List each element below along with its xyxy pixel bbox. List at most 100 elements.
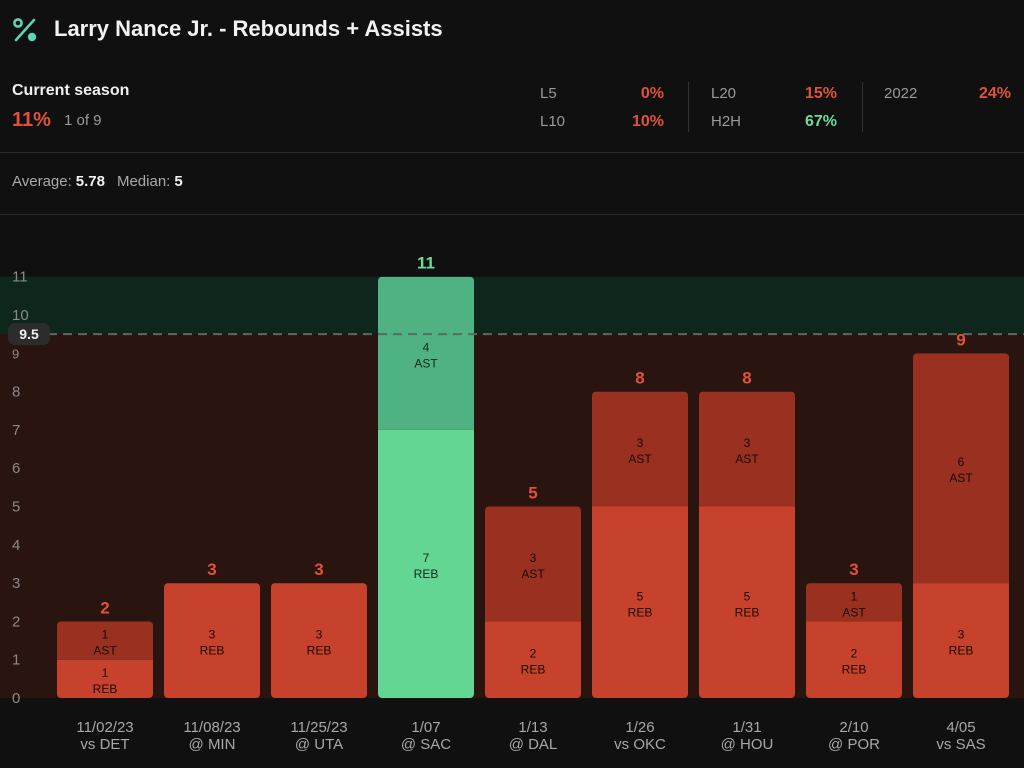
bar-ast-label: AST — [949, 471, 973, 485]
x-tick-opponent: @ UTA — [295, 736, 343, 753]
bar-reb-value: 3 — [958, 628, 965, 642]
over-zone — [0, 276, 1024, 335]
stat-label-l20: L20 — [711, 85, 737, 102]
stat-label-l5: L5 — [540, 85, 557, 102]
bar-ast-value: 3 — [744, 436, 751, 450]
bar-reb-label: REB — [200, 644, 225, 658]
stat-value-h2h: 67% — [804, 113, 837, 130]
average-label: Average: — [12, 173, 72, 190]
bar-reb-label: REB — [414, 567, 439, 581]
divider — [0, 152, 1024, 153]
x-tick-opponent: @ POR — [828, 736, 880, 753]
stat-value-l10: 10% — [631, 113, 664, 130]
bar-total-label: 3 — [314, 560, 323, 579]
bar-ast-segment — [378, 276, 474, 430]
bar-total-label: 8 — [742, 369, 751, 388]
season-hit-count: 1 of 9 — [64, 112, 102, 129]
threshold-badge — [8, 323, 50, 346]
stat-value-2022: 24% — [978, 85, 1011, 102]
bar-total-label: 3 — [849, 560, 858, 579]
y-tick-label: 5 — [12, 499, 20, 516]
bar-total-label: 5 — [528, 484, 537, 503]
y-tick-label: 7 — [12, 422, 20, 439]
divider — [0, 214, 1024, 215]
x-tick-date: 11/08/23 — [183, 719, 240, 736]
bar-ast-value: 6 — [958, 455, 965, 469]
bar-reb-segment — [806, 621, 902, 698]
x-tick-date: 1/13 — [518, 719, 547, 736]
bar-reb-segment — [913, 583, 1009, 698]
bar-reb-segment — [57, 659, 153, 698]
bar-reb-label: REB — [735, 605, 760, 619]
bar-ast-value: 3 — [637, 436, 644, 450]
x-tick-date: 11/25/23 — [290, 719, 347, 736]
x-tick-opponent: @ DAL — [509, 736, 558, 753]
average-median-row: Average: 5.78 Median: 5 — [12, 173, 195, 190]
y-tick-label: 3 — [12, 575, 20, 592]
bar-ast-segment — [806, 583, 902, 622]
y-tick-label: 8 — [12, 384, 20, 401]
bar-ast-label: AST — [93, 644, 117, 658]
x-tick-date: 2/10 — [839, 719, 868, 736]
bar-reb-segment — [164, 583, 260, 698]
bar-total-label: 11 — [417, 254, 435, 273]
bar-ast-label: AST — [735, 452, 759, 466]
season-label: Current season — [12, 82, 130, 99]
bar-reb-label: REB — [521, 663, 546, 677]
bar-ast-label: AST — [414, 356, 438, 370]
y-tick-label: 10 — [12, 307, 29, 324]
x-tick-opponent: @ SAC — [401, 736, 451, 753]
bar-ast-segment — [592, 391, 688, 507]
bar-ast-label: AST — [521, 567, 545, 581]
bar-reb-value: 5 — [744, 589, 751, 603]
bar-reb-label: REB — [628, 605, 653, 619]
y-tick-label: 11 — [12, 269, 28, 286]
bar-reb-segment — [592, 506, 688, 698]
threshold-value: 9.5 — [19, 326, 39, 342]
bar-reb-segment — [378, 429, 474, 698]
stat-value-l5: 0% — [640, 85, 664, 102]
x-tick-opponent: @ HOU — [721, 736, 774, 753]
y-tick-label: 4 — [12, 537, 20, 554]
header: Larry Nance Jr. - Rebounds + Assists — [0, 0, 1024, 62]
median-label: Median: — [116, 173, 171, 190]
bar-reb-value: 3 — [316, 628, 323, 642]
bar-ast-segment — [57, 621, 153, 660]
page-title: Larry Nance Jr. - Rebounds + Assists — [54, 16, 443, 41]
bar-reb-value: 2 — [851, 647, 858, 661]
bar-reb-label: REB — [307, 644, 332, 658]
bar-ast-label: AST — [842, 605, 866, 619]
x-tick-date: 1/07 — [411, 719, 440, 736]
bar-ast-segment — [699, 391, 795, 507]
x-tick-opponent: vs SAS — [936, 736, 985, 753]
stat-label-2022: 2022 — [884, 85, 918, 102]
bar-total-label: 9 — [956, 330, 965, 349]
x-tick-date: 1/26 — [625, 719, 654, 736]
bar-ast-value: 3 — [530, 551, 537, 565]
bar-reb-value: 1 — [102, 666, 109, 680]
bar-ast-value: 1 — [851, 589, 858, 603]
bar-reb-value: 5 — [637, 589, 644, 603]
bar-reb-segment — [271, 583, 367, 698]
x-tick-date: 4/05 — [946, 719, 975, 736]
bar-ast-segment — [485, 506, 581, 622]
bar-ast-value: 1 — [102, 628, 109, 642]
bar-reb-value: 3 — [209, 628, 216, 642]
bar-total-label: 2 — [100, 598, 109, 617]
average-value: 5.78 — [75, 173, 105, 190]
bar-ast-value: 4 — [423, 340, 430, 354]
y-tick-label: 9 — [12, 346, 19, 361]
median-value: 5 — [174, 173, 183, 190]
y-tick-label: 2 — [12, 613, 20, 630]
bar-reb-value: 2 — [530, 647, 537, 661]
x-tick-opponent: vs DET — [80, 736, 129, 753]
bar-total-label: 3 — [207, 560, 216, 579]
stat-value-l20: 15% — [804, 85, 837, 102]
season-hit-rate: 11% — [12, 109, 51, 131]
bar-reb-label: REB — [842, 663, 867, 677]
bar-reb-segment — [485, 621, 581, 698]
bar-reb-segment — [699, 506, 795, 698]
bar-ast-segment — [913, 353, 1009, 584]
x-tick-opponent: vs OKC — [614, 736, 666, 753]
y-tick-label: 6 — [12, 460, 20, 477]
